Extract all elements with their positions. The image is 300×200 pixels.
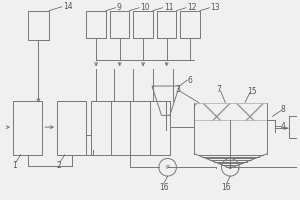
- Text: 7: 7: [216, 85, 221, 94]
- Text: 9: 9: [117, 3, 122, 12]
- Text: 12: 12: [187, 3, 197, 12]
- Bar: [57, 101, 86, 155]
- Text: 8: 8: [281, 105, 286, 114]
- Bar: [289, 116, 300, 138]
- Text: P: P: [166, 165, 169, 170]
- Text: 10: 10: [140, 3, 150, 12]
- Bar: [13, 101, 42, 155]
- Text: 2: 2: [57, 161, 61, 170]
- Bar: [194, 103, 268, 120]
- Bar: [180, 11, 200, 38]
- Bar: [28, 11, 49, 40]
- Text: 16: 16: [222, 183, 231, 192]
- Bar: [134, 11, 153, 38]
- Bar: [110, 11, 129, 38]
- Text: 4: 4: [281, 122, 286, 131]
- Text: 3: 3: [175, 85, 180, 94]
- Text: 11: 11: [164, 3, 173, 12]
- Text: 13: 13: [211, 3, 220, 12]
- Bar: [86, 11, 106, 38]
- Text: P: P: [229, 165, 232, 170]
- Text: 16: 16: [159, 183, 169, 192]
- Text: 15: 15: [247, 87, 256, 96]
- Text: 14: 14: [63, 2, 73, 11]
- Text: 1: 1: [13, 161, 17, 170]
- Bar: [91, 101, 170, 155]
- Text: 6: 6: [188, 76, 193, 85]
- Bar: [157, 11, 176, 38]
